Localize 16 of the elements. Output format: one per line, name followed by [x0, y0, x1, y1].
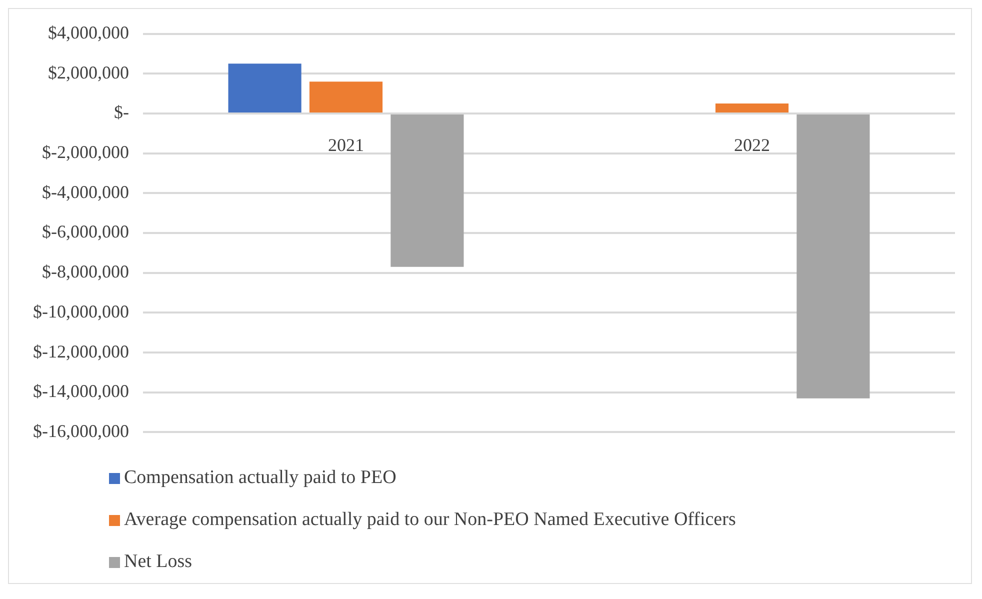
- y-tick-label: $-: [114, 102, 129, 122]
- y-tick-label: $-2,000,000: [42, 142, 129, 162]
- x-tick-label: 2021: [328, 135, 364, 156]
- y-tick-label: $2,000,000: [48, 62, 129, 82]
- y-tick-label: $-4,000,000: [42, 182, 129, 202]
- y-tick-label: $-14,000,000: [32, 381, 129, 402]
- y-tick-label: $-6,000,000: [42, 222, 129, 242]
- x-tick-label: 2022: [734, 135, 770, 156]
- legend-label: Net Loss: [124, 551, 192, 573]
- legend-label: Average compensation actually paid to our Non-PEO Named Executive Officers: [124, 509, 736, 531]
- y-tick-label: $-8,000,000: [42, 262, 129, 282]
- legend-label: Compensation actually paid to PEO: [124, 467, 396, 489]
- y-tick-label: $4,000,000: [48, 22, 129, 43]
- y-tick-label: $-10,000,000: [32, 301, 129, 322]
- y-tick-label: $-16,000,000: [32, 420, 129, 441]
- y-tick-label: $-12,000,000: [32, 341, 129, 362]
